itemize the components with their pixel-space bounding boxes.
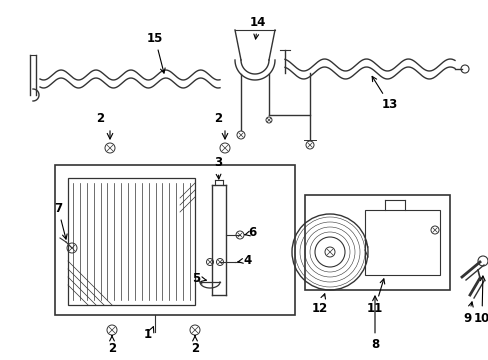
Text: 9: 9 bbox=[463, 302, 472, 324]
Text: 8: 8 bbox=[370, 296, 378, 351]
Bar bbox=[68, 178, 195, 305]
Bar bbox=[364, 210, 439, 275]
Text: 4: 4 bbox=[238, 253, 252, 266]
Text: 1: 1 bbox=[143, 328, 152, 342]
Bar bbox=[305, 195, 449, 290]
Text: 2: 2 bbox=[214, 112, 222, 125]
Text: 2: 2 bbox=[108, 336, 116, 355]
Text: 15: 15 bbox=[146, 31, 165, 73]
Text: 6: 6 bbox=[244, 226, 256, 239]
Text: 12: 12 bbox=[311, 294, 327, 315]
Text: 10: 10 bbox=[473, 276, 488, 324]
Text: 7: 7 bbox=[54, 202, 67, 239]
Text: 5: 5 bbox=[191, 271, 206, 284]
Bar bbox=[55, 165, 294, 315]
Text: 11: 11 bbox=[366, 279, 384, 315]
Text: 2: 2 bbox=[96, 112, 104, 125]
Text: 14: 14 bbox=[249, 15, 265, 39]
Text: 3: 3 bbox=[214, 157, 222, 179]
Text: 2: 2 bbox=[190, 336, 199, 355]
Text: 13: 13 bbox=[371, 76, 397, 112]
